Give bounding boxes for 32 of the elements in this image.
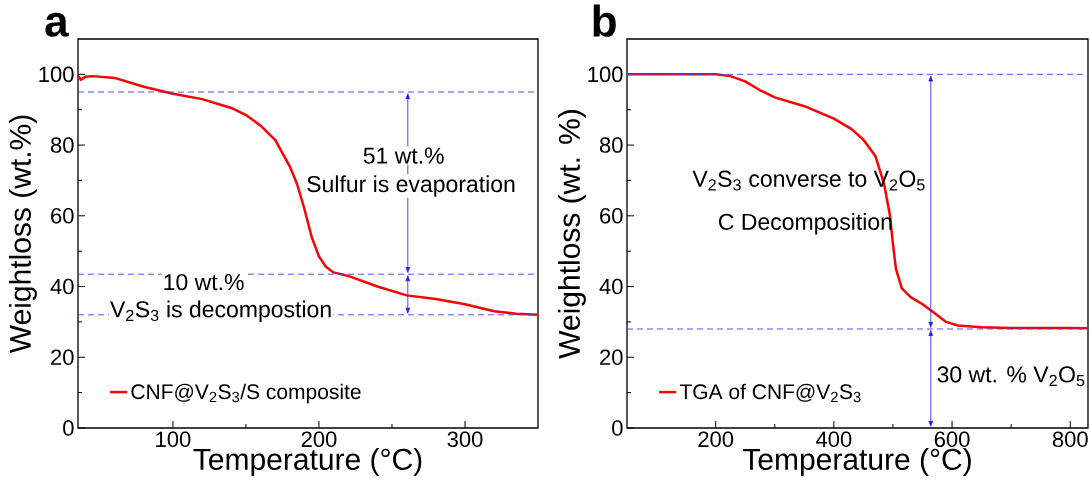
- annotation: 51 wt.%: [363, 147, 444, 164]
- chart-title: a: [45, 12, 69, 37]
- y-axis-title: Weightloss (wt. %): [557, 110, 586, 359]
- annotation: 30 wt. % V$_{2}$O$_{5}$: [937, 366, 1085, 387]
- y-tick-label: 0: [63, 420, 74, 436]
- legend-label: TGA of CNF@V$_{2}$S$_{3}$: [679, 383, 861, 403]
- y-tick-label: 60: [600, 208, 623, 224]
- y-tick-label: 100: [39, 66, 74, 83]
- y-axis-title: Weightloss (wt.%): [8, 115, 37, 354]
- x-tick-label: 400: [816, 431, 852, 448]
- y-tick-label: 80: [50, 137, 74, 153]
- y-tick-label: 80: [599, 137, 623, 153]
- x-tick-label: 300: [447, 431, 483, 448]
- annotation: Sulfur is evaporation: [307, 175, 515, 197]
- y-tick-label: 20: [51, 349, 74, 366]
- y-tick-label: 40: [599, 278, 623, 295]
- x-tick-label: 600: [934, 431, 970, 448]
- x-tick-label: 800: [1052, 431, 1088, 448]
- x-tick-label: 200: [698, 431, 734, 448]
- annotation: V$_{2}$S$_{3}$ is decompostion: [110, 300, 331, 322]
- x-axis-title: Temperature (°C): [742, 447, 971, 476]
- y-tick-label: 100: [588, 66, 623, 83]
- y-tick-label: 40: [50, 278, 74, 295]
- annotation: 10 wt.%: [164, 273, 244, 291]
- y-tick-label: 20: [600, 349, 623, 366]
- y-tick-label: 0: [612, 420, 623, 436]
- legend-label: CNF@V$_{2}$S$_{3}$/S composite: [131, 383, 361, 404]
- y-tick-label: 60: [51, 208, 74, 224]
- chart-title: b: [593, 4, 616, 37]
- x-axis-title: Temperature (°C): [193, 447, 422, 476]
- x-tick-label: 100: [156, 431, 191, 448]
- x-tick-label: 200: [301, 431, 337, 448]
